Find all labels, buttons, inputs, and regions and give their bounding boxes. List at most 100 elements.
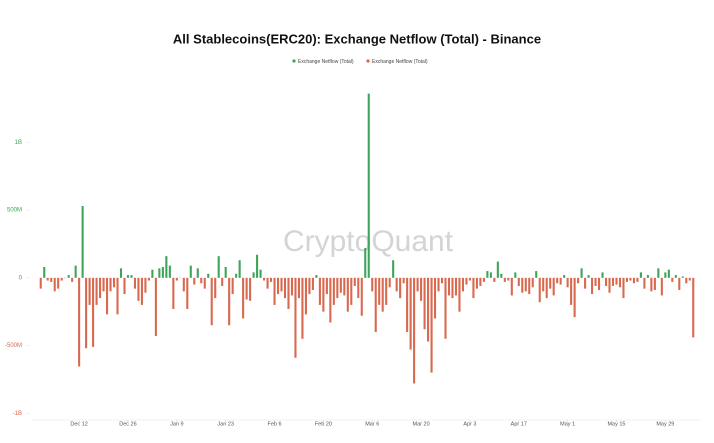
bar bbox=[594, 277, 597, 286]
bar bbox=[566, 277, 569, 288]
bar bbox=[78, 277, 81, 367]
bar bbox=[381, 277, 384, 312]
bar bbox=[615, 277, 618, 285]
x-tick-label: Jan 23 bbox=[217, 421, 234, 427]
bar bbox=[458, 277, 461, 312]
bar bbox=[479, 277, 482, 286]
bar bbox=[521, 277, 524, 293]
bar bbox=[468, 277, 471, 281]
legend-label: Exchange Netflow (Total) bbox=[372, 59, 428, 65]
bar bbox=[154, 277, 157, 337]
bar bbox=[587, 275, 590, 278]
bar bbox=[161, 266, 164, 278]
bar bbox=[269, 277, 273, 282]
bar bbox=[105, 277, 109, 315]
bar bbox=[420, 277, 423, 301]
bar bbox=[549, 277, 552, 289]
bar bbox=[112, 277, 116, 288]
bar bbox=[692, 277, 695, 338]
bar bbox=[608, 277, 611, 293]
bar bbox=[385, 277, 388, 305]
bar bbox=[175, 277, 178, 281]
bar bbox=[406, 277, 409, 332]
bar bbox=[416, 277, 419, 292]
bar bbox=[116, 277, 119, 315]
bar bbox=[507, 277, 510, 281]
bar bbox=[322, 277, 325, 312]
bar bbox=[552, 277, 555, 296]
bar bbox=[88, 277, 91, 305]
bar bbox=[217, 256, 220, 278]
bar bbox=[256, 254, 259, 278]
bar bbox=[433, 277, 437, 319]
x-tick-label: Feb 20 bbox=[315, 421, 332, 427]
bar bbox=[454, 277, 458, 296]
bar bbox=[224, 266, 227, 278]
bar bbox=[283, 277, 287, 299]
bar bbox=[71, 277, 74, 282]
bar bbox=[660, 277, 663, 296]
bar bbox=[238, 260, 241, 278]
bar bbox=[109, 277, 112, 292]
bar bbox=[580, 268, 583, 278]
bar bbox=[182, 277, 185, 292]
bar bbox=[531, 277, 534, 288]
bar bbox=[53, 277, 56, 292]
x-tick-label: Dec 12 bbox=[70, 421, 87, 427]
legend-swatch bbox=[292, 59, 296, 63]
y-tick-label: 1B bbox=[15, 140, 22, 146]
bar bbox=[318, 277, 321, 305]
bar bbox=[451, 277, 454, 299]
x-tick-label: Feb 6 bbox=[267, 421, 281, 427]
bar bbox=[556, 277, 559, 284]
bar bbox=[266, 277, 269, 289]
bar bbox=[524, 277, 527, 292]
y-tick-label: -500M bbox=[5, 343, 22, 349]
bar bbox=[336, 277, 339, 299]
bar bbox=[465, 277, 468, 285]
bar bbox=[343, 277, 346, 296]
bar bbox=[252, 272, 255, 278]
bar bbox=[510, 277, 513, 296]
bar bbox=[147, 277, 150, 281]
bar bbox=[461, 277, 465, 292]
bar bbox=[137, 277, 140, 301]
bar bbox=[611, 277, 615, 286]
bar bbox=[332, 277, 335, 305]
bar bbox=[290, 277, 294, 296]
bar bbox=[427, 277, 430, 342]
x-tick-label: Mar 20 bbox=[413, 421, 430, 427]
bar bbox=[339, 277, 342, 293]
bar bbox=[151, 269, 154, 278]
bar bbox=[646, 275, 649, 278]
bar bbox=[388, 277, 391, 288]
bar bbox=[392, 260, 395, 278]
bar bbox=[235, 273, 238, 278]
bar bbox=[591, 277, 594, 295]
bar bbox=[674, 275, 677, 278]
bar bbox=[273, 277, 276, 305]
bar bbox=[374, 277, 377, 332]
bar bbox=[667, 269, 670, 278]
legend-swatch bbox=[366, 59, 370, 63]
bar bbox=[601, 272, 604, 278]
bar bbox=[50, 277, 53, 282]
bar bbox=[496, 261, 499, 278]
bar bbox=[538, 277, 541, 303]
bar bbox=[95, 277, 98, 305]
bar bbox=[228, 277, 231, 326]
bar bbox=[92, 277, 95, 347]
bar bbox=[632, 277, 635, 284]
bar bbox=[489, 272, 492, 278]
bar bbox=[664, 272, 667, 278]
bar bbox=[60, 277, 63, 281]
bar bbox=[444, 277, 447, 339]
bar bbox=[99, 277, 102, 299]
x-tick-label: Mar 6 bbox=[365, 421, 379, 427]
x-tick-label: Apr 3 bbox=[463, 421, 476, 427]
bar bbox=[165, 256, 168, 278]
bar bbox=[409, 277, 412, 350]
bar bbox=[287, 277, 290, 309]
bar bbox=[221, 277, 224, 286]
